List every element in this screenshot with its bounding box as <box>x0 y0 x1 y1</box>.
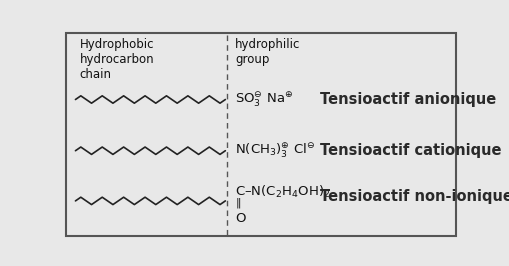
Text: Tensioactif non-ionique: Tensioactif non-ionique <box>320 189 509 204</box>
Text: C–N(C$_2$H$_4$OH)$_2$: C–N(C$_2$H$_4$OH)$_2$ <box>235 184 331 200</box>
Text: O: O <box>235 212 246 225</box>
Text: SO$_3^{\ominus}$ Na$^{\oplus}$: SO$_3^{\ominus}$ Na$^{\oplus}$ <box>235 90 294 109</box>
Text: Tensioactif anionique: Tensioactif anionique <box>320 92 496 107</box>
Text: Hydrophobic
hydrocarbon
chain: Hydrophobic hydrocarbon chain <box>79 38 154 81</box>
Text: Tensioactif cationique: Tensioactif cationique <box>320 143 501 158</box>
Text: hydrophilic
group: hydrophilic group <box>235 38 301 66</box>
Text: $\|$: $\|$ <box>235 196 241 210</box>
Text: N(CH$_3$)$_3^{\oplus}$ Cl$^{\ominus}$: N(CH$_3$)$_3^{\oplus}$ Cl$^{\ominus}$ <box>235 142 316 160</box>
